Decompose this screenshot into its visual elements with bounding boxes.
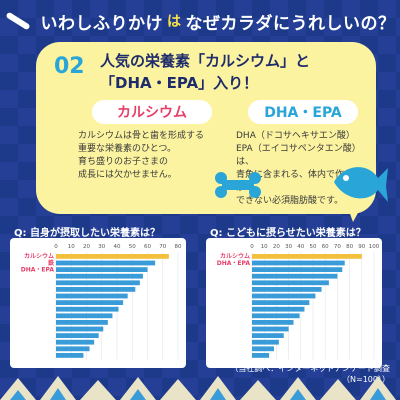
chart-question-child: Q: こどもに摂らせたい栄養素は？	[210, 228, 366, 239]
bar	[252, 339, 279, 345]
bar	[56, 273, 143, 279]
tick-label: 20	[83, 244, 90, 250]
bar	[56, 287, 136, 292]
survey-note: （当社調べ：インターネットアンケート調査 （N=100））	[230, 364, 398, 384]
bar	[56, 300, 124, 305]
fish-icon	[334, 167, 388, 202]
bar	[56, 333, 99, 338]
tick-label: 80	[346, 244, 353, 250]
tick-label: 70	[334, 244, 341, 250]
calcium-line: 重要な栄養素のひとつ。	[78, 144, 177, 154]
bar	[252, 293, 316, 299]
header-product: いわしふりかけ	[40, 13, 163, 34]
tick-label: 30	[285, 244, 292, 250]
calcium-line: カルシウムは骨と歯を形成する	[78, 131, 205, 141]
bar	[56, 313, 113, 319]
tick-label: 10	[261, 244, 268, 250]
bone-icon	[215, 172, 261, 198]
bar	[252, 346, 274, 352]
bar	[252, 313, 300, 319]
header-particle: は	[167, 14, 182, 30]
tick-label: 60	[322, 244, 329, 250]
bar	[56, 326, 104, 332]
category-label: カルシウム	[220, 252, 250, 260]
tick-label: 50	[129, 244, 136, 250]
bar	[252, 326, 289, 332]
bar	[56, 353, 84, 358]
section-number: 02	[54, 54, 85, 79]
tick-label: 40	[114, 244, 121, 250]
bar	[252, 287, 322, 292]
tick-label: 0	[250, 244, 254, 250]
bar	[56, 293, 128, 299]
bar	[252, 273, 338, 279]
category-label: DHA・EPA	[217, 260, 251, 267]
headline-line2: 「DHA・EPA」入り！	[100, 74, 259, 92]
tick-label: 60	[144, 244, 151, 250]
chart-self: 0 10 20 30 40 50 60 70 80 カルシウム鉄 DHA・EPA	[10, 238, 186, 368]
chart-question-self: Q: 自身が摂取したい栄養素は？	[14, 228, 160, 239]
calcium-line: 成長には欠かせません。	[78, 170, 177, 180]
calcium-line: 育ち盛りのお子さまの	[78, 157, 169, 167]
tick-label: 0	[54, 244, 58, 250]
calcium-description: カルシウムは骨と歯を形成する 重要な栄養素のひとつ。 育ち盛りのお子さまの 成長…	[78, 130, 212, 182]
tick-label: 10	[68, 244, 75, 250]
info-panel: 02 人気の栄養素「カルシウム」と 「DHA・EPA」入り！ カルシウム DHA…	[36, 42, 376, 214]
category-label: DHA・EPA	[21, 266, 55, 273]
bar	[56, 346, 90, 352]
chart-child: 0 10 20 30 40 50 60 70 80 90 100 カルシウム DHA・EPA	[206, 238, 382, 368]
tick-label: 40	[297, 244, 304, 250]
category-label: 鉄	[48, 259, 54, 267]
bar	[56, 320, 108, 325]
tick-label: 50	[310, 244, 317, 250]
tick-label: 20	[273, 244, 280, 250]
tick-label: 90	[358, 244, 365, 250]
dha-epa-title: DHA・EPA	[248, 100, 358, 124]
bar	[56, 306, 119, 312]
header-question: なぜカラダにうれしいの？	[185, 13, 396, 34]
page-header: いわしふりかけ は なぜカラダにうれしいの？	[0, 0, 400, 42]
dha-epa-line: EPA（エイコサペンタエン酸）は、	[236, 144, 361, 167]
bar	[252, 353, 270, 358]
bar	[252, 333, 284, 338]
bar	[252, 280, 329, 286]
mountains-decoration	[0, 376, 396, 400]
bar	[56, 280, 140, 286]
bar	[56, 339, 95, 345]
category-label: カルシウム	[24, 252, 54, 260]
bar	[252, 267, 343, 272]
tick-label: 80	[175, 244, 182, 250]
wand-icon	[4, 11, 31, 31]
bar	[56, 267, 148, 272]
dha-epa-line: DHA（ドコサヘキサエン酸）	[236, 131, 355, 141]
speech-tail-icon	[345, 200, 365, 222]
bar	[56, 260, 156, 266]
calcium-title: カルシウム	[92, 100, 212, 124]
bar	[56, 254, 169, 259]
tick-label: 70	[159, 244, 166, 250]
tick-label: 30	[98, 244, 105, 250]
bar	[252, 300, 310, 305]
bar	[252, 260, 345, 266]
tick-label: 100	[369, 244, 380, 250]
bar	[252, 320, 294, 325]
dha-epa-line: できない必須脂肪酸です。	[236, 196, 344, 206]
headline-line1: 人気の栄養素「カルシウム」と	[100, 52, 311, 70]
bar	[252, 306, 305, 312]
bar	[252, 254, 362, 259]
